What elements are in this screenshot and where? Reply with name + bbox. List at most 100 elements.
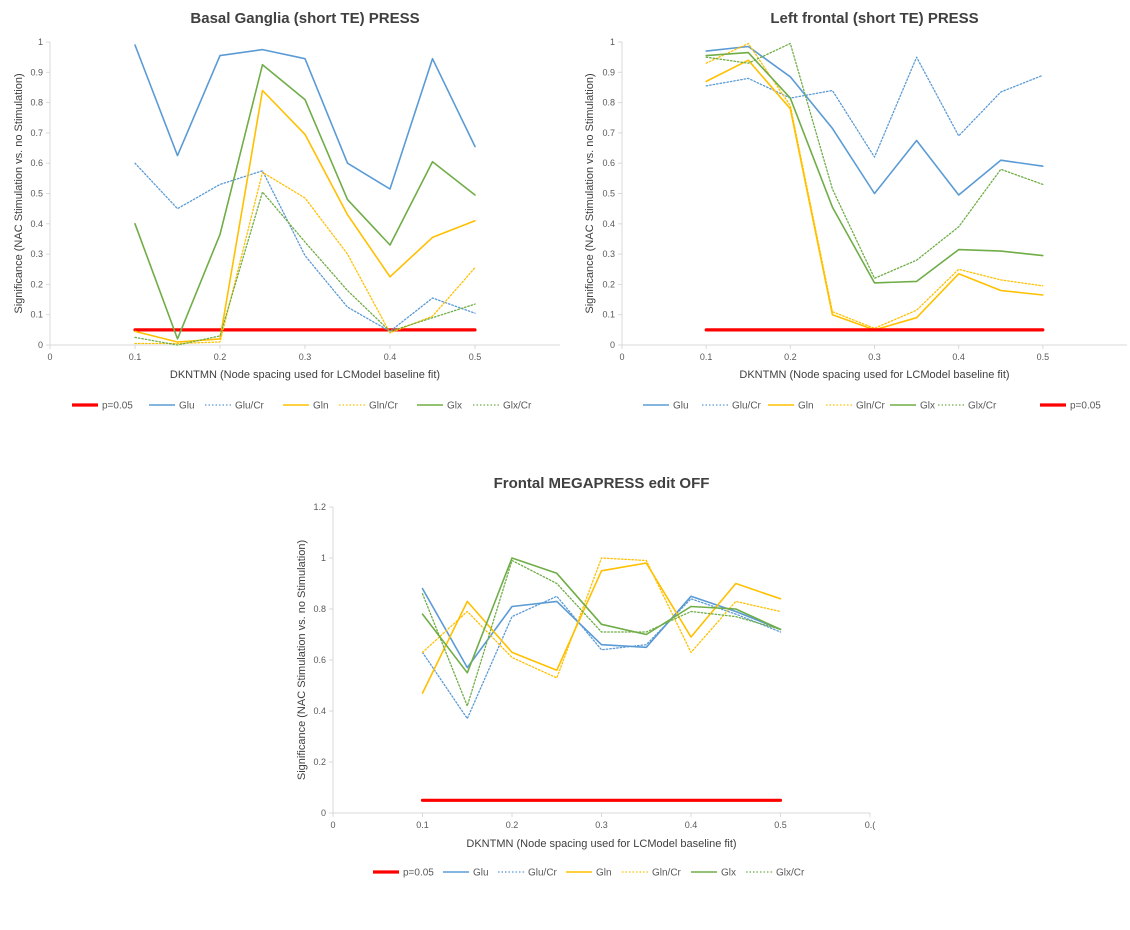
data-point [556,572,558,574]
data-point [1000,250,1002,252]
y-tick-label: 0.6 [602,158,615,168]
legend-label: Glx/Cr [503,401,532,412]
x-tick-label: 0.( [865,820,876,830]
chart-2: Left frontal (short TE) PRESS 0 0.1 0.2 0.3 0… [584,10,1127,412]
x-tick-label: 0.3 [595,820,608,830]
data-point [219,54,221,56]
data-point [831,89,833,91]
data-point [304,197,306,199]
y-tick-label: 0 [38,340,43,350]
data-point [957,268,959,270]
y-tick-label: 0.5 [30,189,43,199]
data-point [346,306,348,308]
chart-1: Basal Ganglia (short TE) PRESS 0 0.1 0.2 0.3… [13,10,560,412]
data-point [346,162,348,164]
series-line [705,42,1044,279]
y-tick-label: 1 [610,37,615,47]
data-point [915,280,917,282]
data-point [176,154,178,156]
y-tick-label: 1.2 [313,502,326,512]
series-glu-cr [134,162,476,333]
data-point [511,557,513,559]
series-line [705,51,1044,284]
x-axis-title: DKNTMN (Node spacing used for LCModel ba… [739,369,1009,381]
series-glx-cr [421,559,782,707]
series-line [421,557,782,674]
x-tick-label: 0.1 [129,352,142,362]
data-point [556,582,558,584]
data-point [789,76,791,78]
data-point [176,344,178,346]
x-tick-label: 0.4 [384,352,397,362]
series-glu-cr [421,595,782,720]
data-point [645,646,647,648]
data-point [705,50,707,52]
x-axis-title: DKNTMN (Node spacing used for LCModel ba… [170,369,440,381]
data-point [474,194,476,196]
series-glx-cr [134,191,476,346]
data-point [1042,74,1044,76]
data-point [915,259,917,261]
data-point [556,600,558,602]
series-glu-cr [705,56,1044,158]
data-point [600,557,602,559]
data-point [735,608,737,610]
series-line [421,587,782,669]
legend-label: Glu/Cr [732,401,762,412]
data-point [690,799,692,801]
data-point [134,162,136,164]
data-point [873,156,875,158]
data-point [747,51,749,53]
series-gln-cr [705,42,1044,329]
data-point [1042,285,1044,287]
y-tick-label: 1 [38,37,43,47]
data-point [421,799,423,801]
data-point [261,171,263,173]
data-point [511,799,513,801]
data-point [831,314,833,316]
data-point [219,183,221,185]
legend-label: Glu/Cr [235,401,265,412]
data-point [600,631,602,633]
data-point [431,236,433,238]
data-point [1000,159,1002,161]
data-point [779,610,781,612]
legend-label: Glx [920,401,935,412]
data-point [431,57,433,59]
data-point [957,194,959,196]
data-point [779,631,781,633]
x-axis-title: DKNTMN (Node spacing used for LCModel ba… [466,838,736,850]
series-line [421,562,782,694]
chart-title: Basal Ganglia (short TE) PRESS [190,10,419,27]
x-tick-label: 0 [330,820,335,830]
series-glu [421,587,782,669]
series-line [134,191,476,346]
y-tick-label: 0.4 [602,219,615,229]
data-point [556,677,558,679]
series-glu [134,44,476,190]
legend-label: Gln [596,868,612,879]
data-point [261,191,263,193]
data-point [735,613,737,615]
data-point [873,277,875,279]
data-point [176,329,178,331]
data-point [431,329,433,331]
x-tick-label: 0.2 [506,820,519,830]
series-p-0-05 [133,328,477,332]
legend: Glu Glu/Cr Gln Gln/Cr Glx Glx/Cr p=0.05 [643,401,1101,412]
data-point [466,600,468,602]
data-point [389,244,391,246]
data-point [705,80,707,82]
data-point [690,595,692,597]
legend: p=0.05 Glu Glu/Cr Gln Gln/Cr Glx Glx/Cr [373,868,805,879]
data-point [690,610,692,612]
data-point [789,97,791,99]
data-point [134,330,136,332]
data-point [421,651,423,653]
x-tick-label: 0.5 [1037,352,1050,362]
data-point [705,85,707,87]
y-tick-label: 0.2 [313,757,326,767]
x-tick-label: 0 [47,352,52,362]
data-point [511,615,513,617]
data-point [304,133,306,135]
